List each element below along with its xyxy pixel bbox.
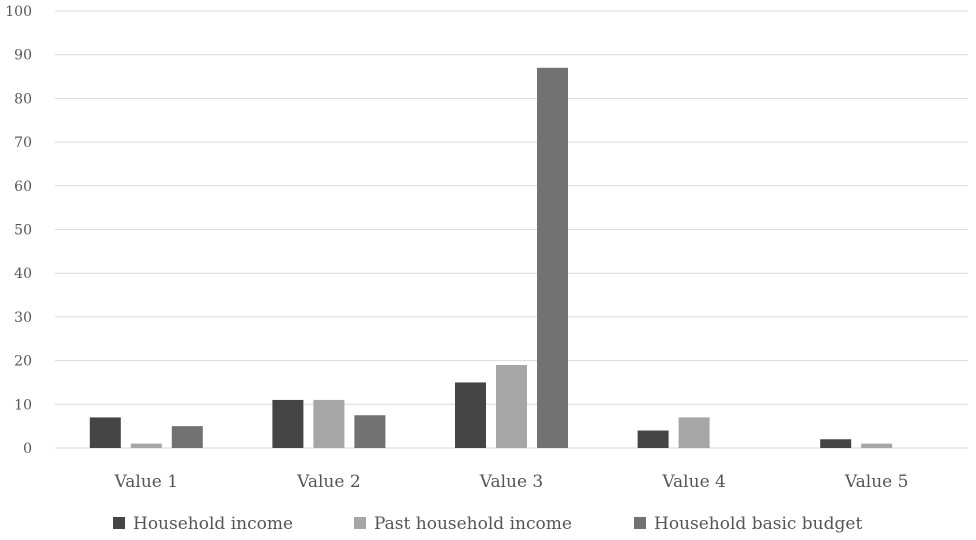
x-tick-label: Value 4 <box>661 472 726 492</box>
legend-label: Past household income <box>374 514 572 534</box>
legend-swatch <box>634 517 646 529</box>
bar <box>89 417 121 448</box>
legend-label: Household income <box>133 514 293 534</box>
legend-swatch <box>354 517 366 529</box>
bar <box>820 439 852 448</box>
bars <box>89 67 893 448</box>
bar <box>678 417 710 448</box>
bar <box>171 426 203 448</box>
x-tick-label: Value 3 <box>479 472 544 492</box>
y-tick-label: 60 <box>14 179 32 195</box>
bar <box>272 399 304 448</box>
y-tick-label: 0 <box>23 441 32 457</box>
bar <box>537 67 568 448</box>
x-tick-label: Value 5 <box>844 472 909 492</box>
y-tick-label: 80 <box>14 91 32 107</box>
legend-label: Household basic budget <box>654 514 862 534</box>
bar <box>455 382 486 448</box>
y-tick-label: 20 <box>14 354 32 370</box>
bar <box>637 430 669 448</box>
legend: Household income Past household income Hou… <box>113 514 862 534</box>
bar <box>130 443 162 448</box>
bar <box>861 443 893 448</box>
y-tick-label: 40 <box>14 266 32 282</box>
y-tick-label: 10 <box>14 397 32 413</box>
y-tick-label: 50 <box>14 223 32 239</box>
y-axis-ticks: 0 10 20 30 40 50 60 70 80 90 100 <box>5 4 32 457</box>
x-tick-label: Value 2 <box>296 472 361 492</box>
bar <box>354 415 386 448</box>
gridlines <box>55 10 968 449</box>
y-tick-label: 30 <box>14 310 32 326</box>
y-tick-label: 100 <box>5 4 32 20</box>
bar <box>496 364 527 448</box>
bar <box>313 399 345 448</box>
legend-swatch <box>113 517 125 529</box>
x-axis-labels: Value 1 Value 2 Value 3 Value 4 Value 5 <box>114 472 909 492</box>
y-tick-label: 90 <box>14 48 32 64</box>
y-tick-label: 70 <box>14 135 32 151</box>
x-tick-label: Value 1 <box>114 472 179 492</box>
